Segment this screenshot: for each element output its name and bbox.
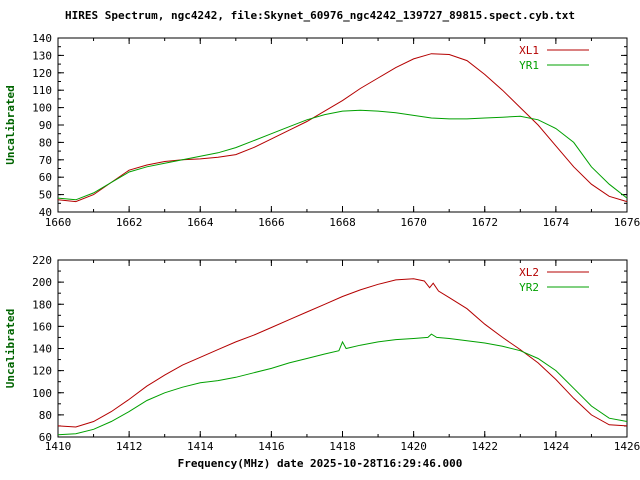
svg-text:1412: 1412 xyxy=(116,440,143,453)
svg-text:120: 120 xyxy=(32,365,52,378)
svg-text:1662: 1662 xyxy=(116,216,143,229)
svg-text:80: 80 xyxy=(39,136,52,149)
svg-text:1416: 1416 xyxy=(258,440,285,453)
svg-text:1410: 1410 xyxy=(45,440,72,453)
svg-text:180: 180 xyxy=(32,298,52,311)
top-spectrum-chart: 1660 1662 1664 1666 1668 1670 1672 1674 1676 40 50… xyxy=(4,32,640,229)
svg-text:XL1: XL1 xyxy=(519,44,539,57)
svg-text:1422: 1422 xyxy=(472,440,499,453)
svg-text:100: 100 xyxy=(32,102,52,115)
svg-text:100: 100 xyxy=(32,387,52,400)
svg-text:1668: 1668 xyxy=(329,216,356,229)
svg-text:50: 50 xyxy=(39,189,52,202)
svg-text:1660: 1660 xyxy=(45,216,72,229)
svg-text:80: 80 xyxy=(39,409,52,422)
svg-text:220: 220 xyxy=(32,254,52,267)
svg-text:XL2: XL2 xyxy=(519,266,539,279)
svg-text:60: 60 xyxy=(39,171,52,184)
svg-text:1426: 1426 xyxy=(614,440,640,453)
svg-text:1664: 1664 xyxy=(187,216,214,229)
svg-text:200: 200 xyxy=(32,276,52,289)
svg-text:140: 140 xyxy=(32,343,52,356)
svg-text:Uncalibrated: Uncalibrated xyxy=(4,85,17,164)
svg-text:130: 130 xyxy=(32,49,52,62)
svg-text:1414: 1414 xyxy=(187,440,214,453)
bottom-spectrum-chart: 1410 1412 1414 1416 1418 1420 1422 1424 1426 60 80… xyxy=(4,254,640,453)
svg-text:1424: 1424 xyxy=(543,440,570,453)
plot-title: HIRES Spectrum, ngc4242, file:Skynet_609… xyxy=(65,9,575,22)
svg-text:90: 90 xyxy=(39,119,52,132)
svg-text:120: 120 xyxy=(32,67,52,80)
svg-text:YR1: YR1 xyxy=(519,59,539,72)
svg-text:1418: 1418 xyxy=(329,440,356,453)
svg-text:140: 140 xyxy=(32,32,52,45)
svg-text:1666: 1666 xyxy=(258,216,285,229)
svg-text:YR2: YR2 xyxy=(519,281,539,294)
svg-text:1674: 1674 xyxy=(543,216,570,229)
svg-text:1672: 1672 xyxy=(472,216,499,229)
svg-text:40: 40 xyxy=(39,206,52,219)
svg-text:60: 60 xyxy=(39,431,52,444)
svg-text:110: 110 xyxy=(32,84,52,97)
svg-text:Uncalibrated: Uncalibrated xyxy=(4,309,17,388)
svg-text:1670: 1670 xyxy=(400,216,427,229)
svg-text:1676: 1676 xyxy=(614,216,640,229)
x-axis-label: Frequency(MHz) date 2025-10-28T16:29:46.… xyxy=(177,457,463,470)
svg-text:1420: 1420 xyxy=(400,440,427,453)
svg-text:160: 160 xyxy=(32,320,52,333)
svg-text:70: 70 xyxy=(39,154,52,167)
